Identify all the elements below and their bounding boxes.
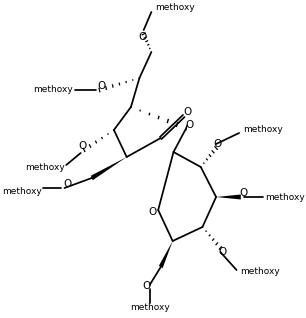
Text: O: O (185, 120, 194, 130)
Text: methoxy: methoxy (33, 86, 73, 94)
Text: methoxy: methoxy (265, 192, 304, 202)
Text: methoxy: methoxy (130, 303, 170, 313)
Text: methoxy: methoxy (2, 188, 42, 197)
Text: O: O (142, 281, 150, 291)
Text: methoxy: methoxy (155, 3, 195, 12)
Text: O: O (183, 107, 191, 117)
Text: O: O (148, 207, 156, 217)
Text: O: O (239, 188, 248, 198)
Text: methoxy: methoxy (243, 126, 283, 135)
Polygon shape (91, 157, 127, 180)
Text: O: O (139, 32, 147, 42)
Text: methoxy: methoxy (240, 267, 280, 276)
Polygon shape (216, 195, 241, 199)
Polygon shape (159, 241, 173, 268)
Text: O: O (78, 141, 87, 151)
Text: O: O (219, 247, 227, 257)
Text: O: O (63, 179, 71, 189)
Text: methoxy: methoxy (25, 163, 65, 172)
Text: O: O (97, 81, 105, 91)
Text: O: O (214, 139, 222, 149)
